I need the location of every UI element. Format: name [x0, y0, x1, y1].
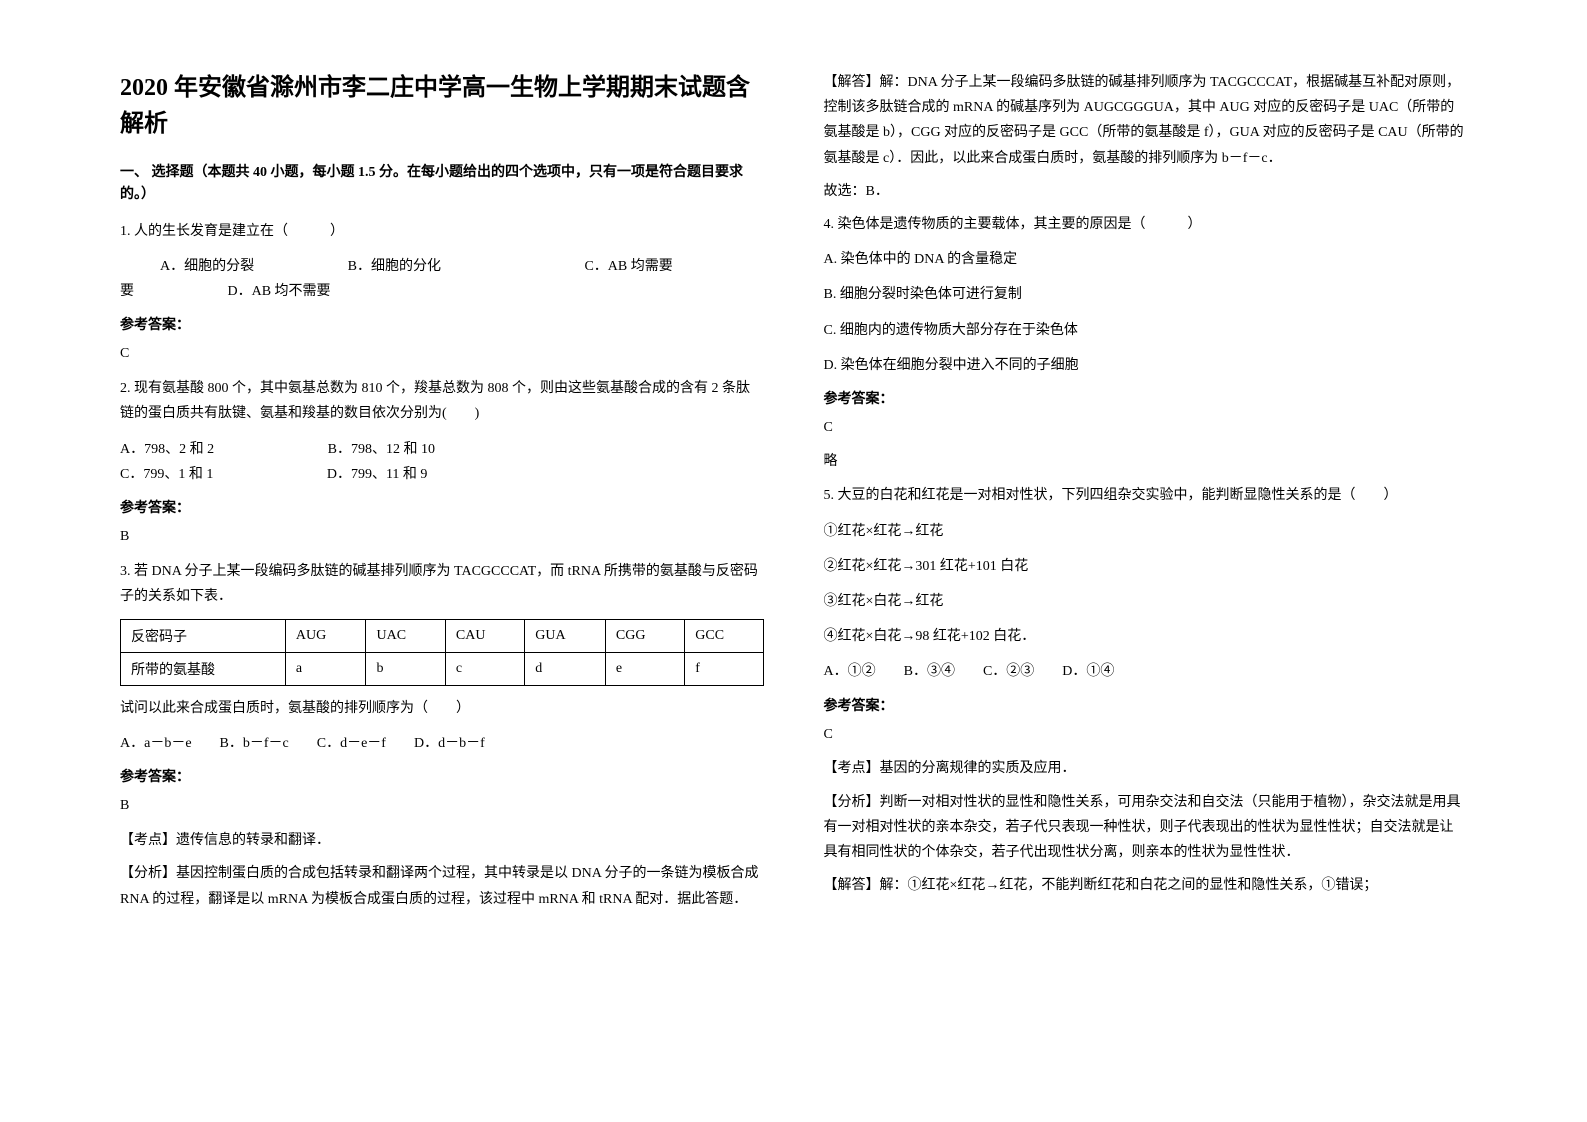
table-row: 所带的氨基酸 a b c d e f	[121, 653, 764, 686]
q4-optB: B. 细胞分裂时染色体可进行复制	[824, 282, 1468, 307]
q5-point: 【考点】基因的分离规律的实质及应用．	[824, 756, 1468, 781]
q3-options: A．a－b－e B．b－f－c C．d－e－f D．d－b－f	[120, 731, 764, 756]
q2-optA: A．798、2 和 2	[120, 442, 214, 457]
table-cell: CGG	[605, 620, 684, 653]
q5-item1: ①红花×红花→红花	[824, 519, 1468, 544]
right-column: 【解答】解：DNA 分子上某一段编码多肽链的碱基排列顺序为 TACGCCCAT，…	[794, 70, 1488, 1082]
q5-answer-label: 参考答案：	[824, 695, 1468, 715]
q3-point: 【考点】遗传信息的转录和翻译．	[120, 828, 764, 853]
table-cell: CAU	[445, 620, 524, 653]
left-column: 2020 年安徽省滁州市李二庄中学高一生物上学期期末试题含解析 一、 选择题（本…	[100, 70, 794, 1082]
q4-optA: A. 染色体中的 DNA 的含量稳定	[824, 247, 1468, 272]
q2-optD: D．799、11 和 9	[327, 467, 428, 482]
table-cell: UAC	[366, 620, 445, 653]
table-cell: c	[445, 653, 524, 686]
q2-answer: B	[120, 525, 764, 549]
q4-answer-label: 参考答案：	[824, 388, 1468, 408]
q2-options-row1: A．798、2 和 2 B．798、12 和 10	[120, 437, 764, 462]
q2-optC: C．799、1 和 1	[120, 467, 213, 482]
document-title: 2020 年安徽省滁州市李二庄中学高一生物上学期期末试题含解析	[120, 70, 764, 142]
q5-options: A．①② B．③④ C．②③ D．①④	[824, 659, 1468, 684]
table-cell: e	[605, 653, 684, 686]
q1-optD: D．AB 均不需要	[228, 284, 331, 299]
table-cell: b	[366, 653, 445, 686]
q5-item3: ③红花×白花→红花	[824, 589, 1468, 614]
q3-table: 反密码子 AUG UAC CAU GUA CGG GCC 所带的氨基酸 a b …	[120, 619, 764, 686]
q5-analysis: 【分析】判断一对相对性状的显性和隐性关系，可用杂交法和自交法（只能用于植物），杂…	[824, 790, 1468, 866]
q5-item4: ④红花×白花→98 红花+102 白花．	[824, 624, 1468, 649]
q5-text: 5. 大豆的白花和红花是一对相对性状，下列四组杂交实验中，能判断显隐性关系的是（…	[824, 483, 1468, 508]
q3-solution: 【解答】解：DNA 分子上某一段编码多肽链的碱基排列顺序为 TACGCCCAT，…	[824, 70, 1468, 171]
q5-item2: ②红花×红花→301 红花+101 白花	[824, 554, 1468, 579]
table-cell: AUG	[285, 620, 366, 653]
q1-optA: A．细胞的分裂	[160, 259, 254, 274]
q5-solution: 【解答】解：①红花×红花→红花，不能判断红花和白花之间的显性和隐性关系，①错误；	[824, 873, 1468, 898]
q4-note: 略	[824, 450, 1468, 474]
q4-optC: C. 细胞内的遗传物质大部分存在于染色体	[824, 318, 1468, 343]
q1-text: 1. 人的生长发育是建立在（ ）	[120, 219, 764, 244]
table-cell: f	[685, 653, 763, 686]
q3-text: 3. 若 DNA 分子上某一段编码多肽链的碱基排列顺序为 TACGCCCAT，而…	[120, 559, 764, 609]
q2-text: 2. 现有氨基酸 800 个，其中氨基总数为 810 个，羧基总数为 808 个…	[120, 376, 764, 426]
q3-answer: B	[120, 794, 764, 818]
table-cell: GUA	[525, 620, 606, 653]
table-cell: d	[525, 653, 606, 686]
q1-optC: C．AB 均需要	[584, 259, 672, 274]
q1-answer: C	[120, 342, 764, 366]
q1-optC-tail: 要	[120, 284, 134, 299]
q4-answer: C	[824, 416, 1468, 440]
table-row: 反密码子 AUG UAC CAU GUA CGG GCC	[121, 620, 764, 653]
table-cell: 所带的氨基酸	[121, 653, 286, 686]
q3-question2: 试问以此来合成蛋白质时，氨基酸的排列顺序为（ ）	[120, 696, 764, 721]
q2-optB: B．798、12 和 10	[328, 442, 435, 457]
q3-conclusion: 故选：B．	[824, 179, 1468, 204]
section-header: 一、 选择题（本题共 40 小题，每小题 1.5 分。在每小题给出的四个选项中，…	[120, 162, 764, 207]
q1-options: A．细胞的分裂 B．细胞的分化 C．AB 均需要 要 D．AB 均不需要	[120, 254, 764, 304]
q4-text: 4. 染色体是遗传物质的主要载体，其主要的原因是（ ）	[824, 212, 1468, 237]
q4-optD: D. 染色体在细胞分裂中进入不同的子细胞	[824, 353, 1468, 378]
q5-answer: C	[824, 723, 1468, 747]
q1-optB: B．细胞的分化	[348, 259, 441, 274]
table-cell: 反密码子	[121, 620, 286, 653]
q1-answer-label: 参考答案：	[120, 314, 764, 334]
q2-answer-label: 参考答案：	[120, 497, 764, 517]
q3-answer-label: 参考答案：	[120, 766, 764, 786]
table-cell: GCC	[685, 620, 763, 653]
table-cell: a	[285, 653, 366, 686]
q3-analysis: 【分析】基因控制蛋白质的合成包括转录和翻译两个过程，其中转录是以 DNA 分子的…	[120, 861, 764, 911]
q2-options-row2: C．799、1 和 1 D．799、11 和 9	[120, 462, 764, 487]
